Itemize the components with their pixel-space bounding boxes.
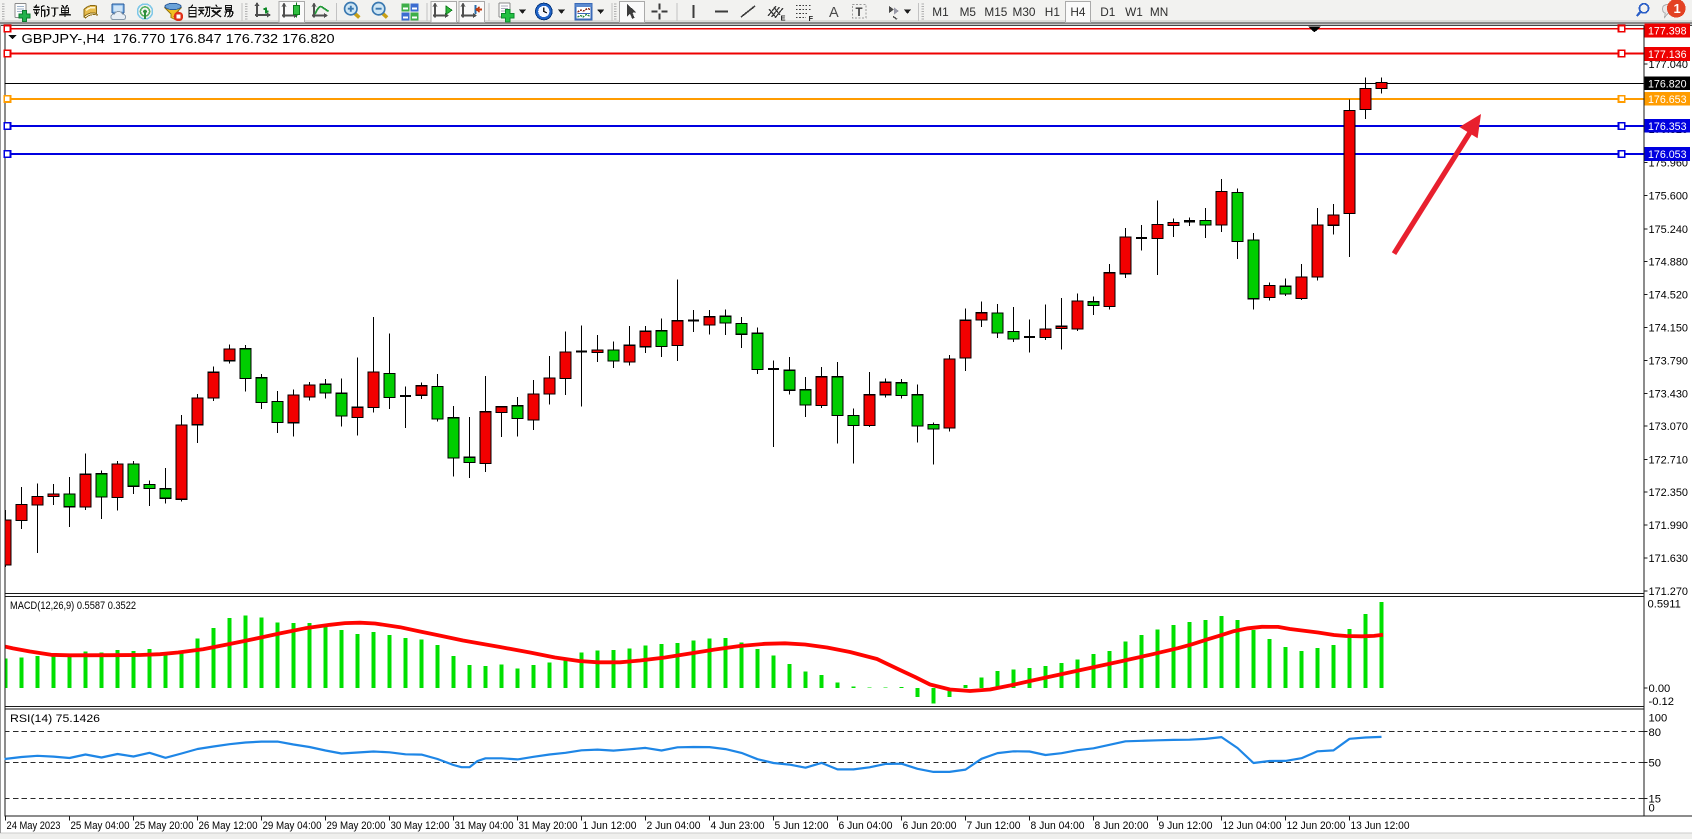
svg-text:M30: M30 <box>1013 5 1036 19</box>
svg-text:172.710: 172.710 <box>1649 455 1689 467</box>
svg-text:8 Jun 04:00: 8 Jun 04:00 <box>1031 820 1085 832</box>
svg-text:GBPJPY-,H4 176.770 176.847 17: GBPJPY-,H4 176.770 176.847 176.732 176.8… <box>22 31 335 46</box>
svg-text:177.040: 177.040 <box>1649 59 1689 71</box>
svg-text:E: E <box>781 14 786 23</box>
svg-text:W1: W1 <box>1125 5 1143 19</box>
svg-text:176.353: 176.353 <box>1648 121 1687 133</box>
svg-text:171.990: 171.990 <box>1649 520 1689 532</box>
svg-text:174.880: 174.880 <box>1649 256 1689 268</box>
svg-text:171.270: 171.270 <box>1649 586 1689 598</box>
svg-text:2 Jun 04:00: 2 Jun 04:00 <box>647 820 701 832</box>
svg-text:25 May 20:00: 25 May 20:00 <box>135 820 194 832</box>
svg-text:175.600: 175.600 <box>1649 191 1689 203</box>
svg-text:-0.12: -0.12 <box>1649 696 1675 708</box>
svg-text:MACD(12,26,9) 0.5587 0.3522: MACD(12,26,9) 0.5587 0.3522 <box>10 600 136 612</box>
svg-text:H1: H1 <box>1045 5 1060 19</box>
svg-text:8 Jun 20:00: 8 Jun 20:00 <box>1095 820 1149 832</box>
svg-text:173.430: 173.430 <box>1649 388 1689 400</box>
svg-text:31 May 20:00: 31 May 20:00 <box>519 820 578 832</box>
svg-text:13 Jun 12:00: 13 Jun 12:00 <box>1351 820 1410 832</box>
svg-text:80: 80 <box>1649 727 1661 739</box>
svg-text:RSI(14) 75.1426: RSI(14) 75.1426 <box>10 713 100 725</box>
svg-text:1 Jun 12:00: 1 Jun 12:00 <box>583 820 637 832</box>
svg-text:F: F <box>809 14 814 23</box>
svg-text:176.053: 176.053 <box>1648 149 1687 161</box>
svg-text:174.150: 174.150 <box>1649 322 1689 334</box>
svg-text:171.630: 171.630 <box>1649 553 1689 565</box>
svg-text:6 Jun 04:00: 6 Jun 04:00 <box>839 820 893 832</box>
svg-text:29 May 04:00: 29 May 04:00 <box>263 820 322 832</box>
svg-text:H4: H4 <box>1070 5 1086 19</box>
svg-text:12 Jun 20:00: 12 Jun 20:00 <box>1287 820 1346 832</box>
svg-text:15: 15 <box>1649 794 1661 806</box>
svg-text:25 May 04:00: 25 May 04:00 <box>71 820 130 832</box>
svg-text:T: T <box>856 7 863 19</box>
svg-text:50: 50 <box>1649 758 1661 770</box>
svg-text:0.5911: 0.5911 <box>1648 599 1681 611</box>
svg-text:24 May 2023: 24 May 2023 <box>7 820 61 832</box>
svg-text:173.070: 173.070 <box>1649 421 1689 433</box>
svg-text:9 Jun 12:00: 9 Jun 12:00 <box>1159 820 1213 832</box>
svg-text:M5: M5 <box>960 5 977 19</box>
svg-text:100: 100 <box>1649 713 1668 725</box>
svg-text:174.520: 174.520 <box>1649 289 1689 301</box>
svg-text:0.00: 0.00 <box>1649 683 1671 695</box>
svg-text:M1: M1 <box>932 5 948 19</box>
svg-text:172.350: 172.350 <box>1649 487 1689 499</box>
svg-text:26 May 12:00: 26 May 12:00 <box>199 820 258 832</box>
svg-text:5 Jun 12:00: 5 Jun 12:00 <box>775 820 829 832</box>
svg-text:31 May 04:00: 31 May 04:00 <box>455 820 514 832</box>
svg-text:0: 0 <box>1649 803 1655 815</box>
svg-text:176.653: 176.653 <box>1648 94 1687 106</box>
svg-text:177.136: 177.136 <box>1648 49 1687 61</box>
svg-text:12 Jun 04:00: 12 Jun 04:00 <box>1223 820 1282 832</box>
svg-text:MN: MN <box>1150 5 1168 19</box>
svg-text:1: 1 <box>1674 1 1681 16</box>
svg-text:6 Jun 20:00: 6 Jun 20:00 <box>903 820 957 832</box>
svg-text:177.398: 177.398 <box>1648 26 1687 38</box>
svg-text:D1: D1 <box>1100 5 1115 19</box>
svg-text:7 Jun 12:00: 7 Jun 12:00 <box>967 820 1021 832</box>
svg-text:173.790: 173.790 <box>1649 355 1689 367</box>
svg-text:A: A <box>829 5 839 21</box>
svg-text:176.820: 176.820 <box>1648 79 1687 91</box>
svg-text:30 May 12:00: 30 May 12:00 <box>391 820 450 832</box>
svg-text:175.240: 175.240 <box>1649 224 1689 236</box>
svg-text:4 Jun 23:00: 4 Jun 23:00 <box>711 820 765 832</box>
svg-text:M15: M15 <box>984 5 1007 19</box>
svg-text:29 May 20:00: 29 May 20:00 <box>327 820 386 832</box>
